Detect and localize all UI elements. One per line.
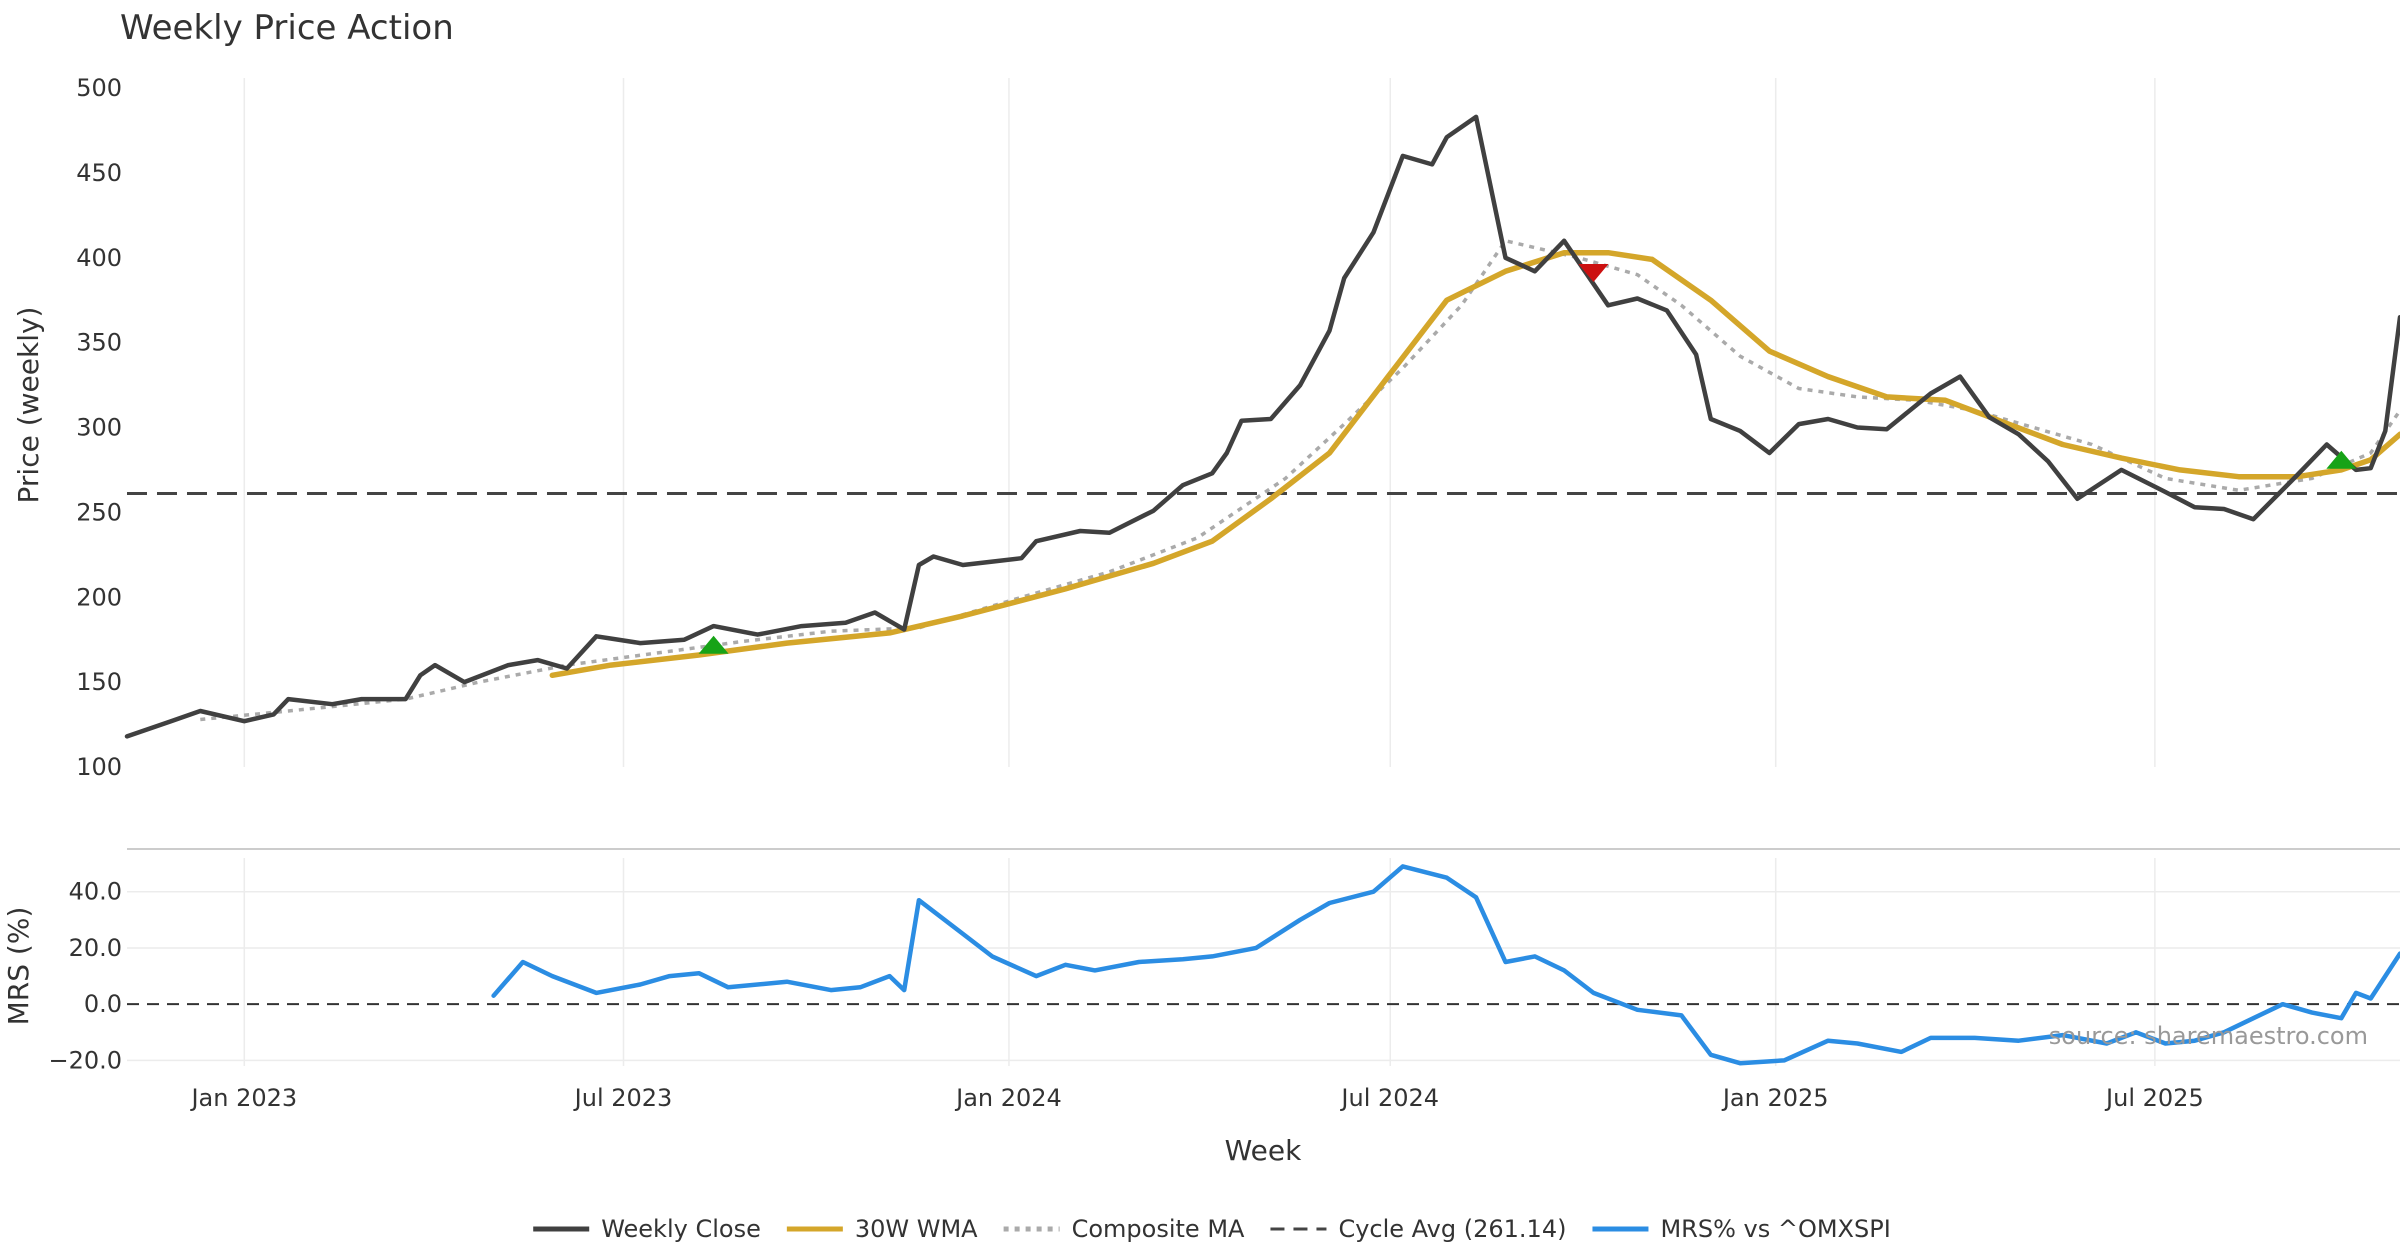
buy-signal-marker-2 — [2326, 450, 2357, 469]
x-tick: Jan 2025 — [1721, 1084, 1829, 1112]
sell-signal-marker-1 — [1578, 264, 1609, 283]
x-tick: Jan 2023 — [189, 1084, 297, 1112]
price-series — [124, 114, 2400, 739]
mrs-y-axis-title: MRS (%) — [2, 907, 35, 1026]
signal-markers — [698, 264, 2357, 654]
price-gridlines — [243, 78, 2156, 767]
legend-label-0: Weekly Close — [601, 1215, 761, 1243]
price-y-axis-title: Price (weekly) — [12, 307, 45, 504]
legend-label-4: MRS% vs ^OMXSPI — [1660, 1215, 1890, 1243]
price-y-tick: 100 — [76, 753, 122, 781]
source-label: source: sharemaestro.com — [2049, 1022, 2368, 1050]
x-tick-labels: Jan 2023 Jul 2023 Jan 2024 Jul 2024 Jan 2025… — [189, 1084, 2203, 1112]
mrs-y-tick: 0.0 — [84, 990, 122, 1018]
price-y-tick: 500 — [76, 74, 122, 102]
legend-label-2: Composite MA — [1072, 1215, 1245, 1243]
series-weekly-close — [124, 114, 2400, 739]
mrs-y-tick: 20.0 — [69, 934, 122, 962]
x-tick: Jul 2024 — [1339, 1084, 1439, 1112]
x-axis-title: Week — [1225, 1134, 1302, 1167]
price-y-tick: 200 — [76, 583, 122, 611]
price-y-tick: 400 — [76, 244, 122, 272]
mrs-y-tick: −20.0 — [48, 1046, 122, 1074]
chart-title: Weekly Price Action — [120, 8, 454, 48]
series-mrs — [491, 864, 2400, 1066]
series-30w-wma — [549, 249, 2400, 679]
price-panel: 100 150 200 250 300 350 400 450 500 Price (weekl… — [12, 74, 2400, 781]
mrs-y-tick-labels: −20.0 0.0 20.0 40.0 — [48, 878, 122, 1075]
x-tick: Jan 2024 — [954, 1084, 1062, 1112]
mrs-series — [491, 864, 2400, 1066]
legend-label-1: 30W WMA — [855, 1215, 978, 1243]
x-tick: Jul 2023 — [573, 1084, 673, 1112]
legend: Weekly Close 30W WMA Composite MA Cycle Avg… — [533, 1215, 1891, 1243]
price-y-tick: 450 — [76, 159, 122, 187]
mrs-panel: −20.0 0.0 20.0 40.0 MRS (%) source: sharema… — [2, 858, 2400, 1074]
buy-signal-marker-0 — [698, 635, 729, 654]
x-tick: Jul 2025 — [2104, 1084, 2204, 1112]
price-y-tick: 350 — [76, 329, 122, 357]
price-y-tick: 300 — [76, 414, 122, 442]
series-composite-ma — [200, 239, 2400, 722]
price-y-tick: 150 — [76, 668, 122, 696]
price-y-tick-labels: 100 150 200 250 300 350 400 450 500 — [76, 74, 122, 781]
mrs-y-tick: 40.0 — [69, 878, 122, 906]
mrs-gridlines — [127, 858, 2400, 1066]
legend-label-3: Cycle Avg (261.14) — [1338, 1215, 1566, 1243]
price-y-tick: 250 — [76, 498, 122, 526]
